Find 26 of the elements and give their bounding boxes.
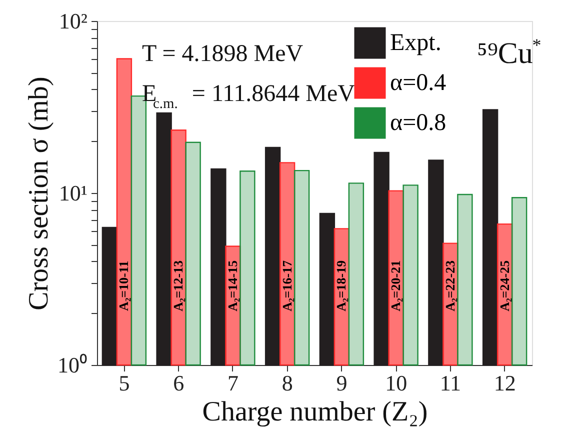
annotation: A₂=24-25 (496, 260, 512, 312)
x-tick-label: 12 (494, 370, 516, 396)
annotation: T = 4.1898 MeV (142, 41, 304, 67)
x-axis-title: Charge number (Z₂) (202, 396, 428, 428)
legend-label: α=0.8 (390, 110, 446, 136)
x-tick-label: 8 (282, 370, 293, 396)
x-tick-label: 10 (385, 370, 408, 396)
x-tick-label: 6 (173, 370, 184, 396)
annotation: A₂=12-13 (170, 260, 186, 312)
x-tick-label: 9 (336, 370, 348, 396)
annotation: A₂=16-17 (279, 260, 294, 312)
y-axis-title: Cross section σ (mb) (24, 76, 54, 310)
annotation: A₂=20-21 (388, 260, 404, 312)
legend-label: Expt. (390, 30, 442, 56)
x-tick-label: 5 (118, 370, 130, 396)
y-tick-label: 10¹ (58, 180, 88, 206)
x-tick-label: 11 (440, 370, 462, 396)
legend-label: α=0.4 (390, 70, 446, 96)
x-tick-label: 7 (227, 370, 238, 396)
annotation: A₂=22-23 (442, 260, 458, 312)
annotation: A₂=14-15 (224, 260, 240, 312)
annotation: ⁵⁹Cu* (477, 35, 542, 70)
y-tick-label: 10² (58, 8, 88, 34)
annotation: A₂=18-19 (334, 260, 349, 312)
y-tick-label: 10⁰ (58, 352, 88, 378)
annotation: A₂=10-11 (116, 260, 132, 312)
